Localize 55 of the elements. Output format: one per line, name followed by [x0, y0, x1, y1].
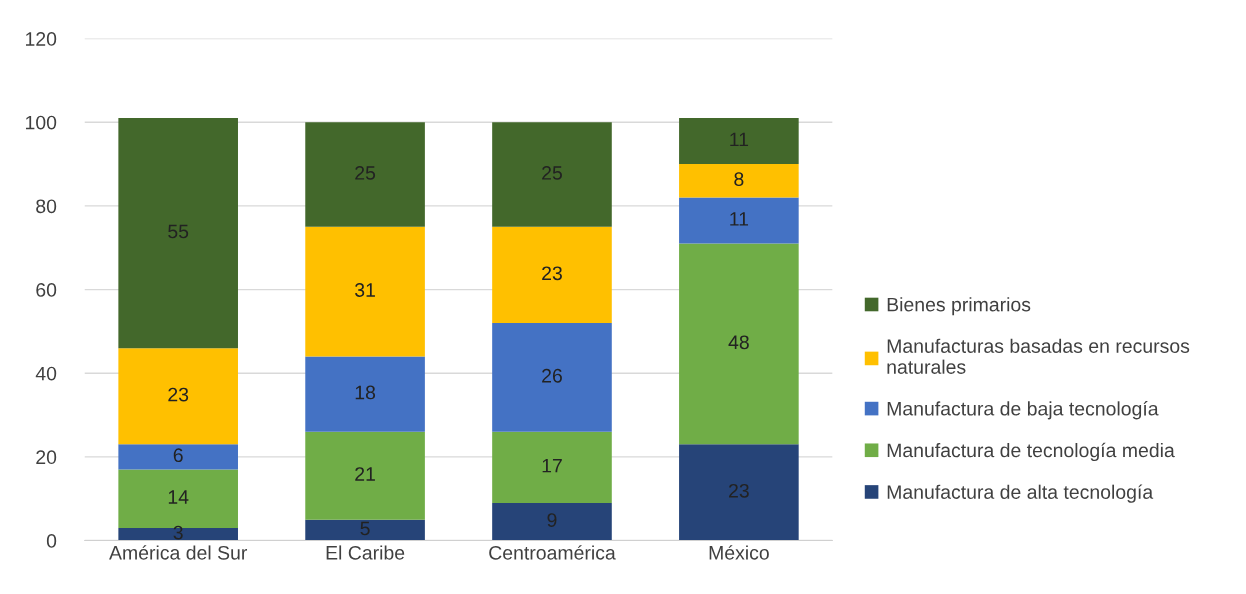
data-label: 23: [168, 387, 189, 402]
bar: [305, 519, 425, 541]
data-label: 23: [542, 266, 562, 281]
bar: [305, 122, 425, 227]
bar: [118, 444, 238, 470]
data-label: 11: [730, 132, 749, 147]
legend-label: Manufacturas basadas en recursos naturales: [887, 338, 1190, 374]
y-tick-label: 20: [36, 450, 57, 465]
bar: [492, 122, 612, 227]
bar: [118, 348, 238, 445]
x-tick-label: El Caribe: [326, 545, 405, 560]
bar: [492, 226, 612, 324]
y-tick-label: 120: [25, 32, 57, 46]
x-tick-label: América del Sur: [109, 545, 248, 560]
legend-label: Bienes primarios: [887, 297, 1031, 316]
bar: [118, 118, 238, 349]
data-label: 18: [355, 385, 376, 400]
data-label: 26: [542, 368, 562, 383]
data-label: 25: [542, 166, 562, 180]
bar: [679, 118, 799, 165]
bar: [305, 226, 425, 357]
data-label: 6: [173, 448, 183, 463]
data-label: 8: [734, 172, 744, 187]
data-label: 11: [730, 212, 749, 226]
data-label: 55: [168, 224, 189, 239]
data-label: 17: [542, 458, 562, 473]
data-label: 9: [547, 513, 557, 527]
bar: [679, 197, 799, 244]
y-tick-label: 40: [35, 366, 57, 381]
bar: [492, 323, 612, 432]
bar: [492, 431, 612, 503]
data-label: 5: [360, 521, 370, 536]
y-tick-label: 60: [36, 283, 57, 297]
bar: [679, 164, 799, 198]
legend-label: Manufactura de tecnología media: [887, 442, 1175, 462]
bar: [118, 527, 238, 541]
data-label: 48: [728, 335, 749, 350]
x-tick-label: Centroamérica: [489, 545, 616, 560]
y-tick-label: 100: [25, 115, 57, 130]
legend-label: Manufactura de alta tecnología: [887, 484, 1154, 503]
legend-label: Manufactura de baja tecnología: [887, 401, 1159, 420]
x-tick-label: México: [709, 545, 769, 560]
data-label: 14: [168, 490, 189, 504]
y-tick-label: 80: [36, 199, 57, 214]
bar: [492, 502, 612, 541]
data-label: 3: [173, 525, 183, 540]
bar: [305, 431, 425, 520]
data-label: 23: [729, 483, 749, 498]
bar: [679, 243, 799, 445]
data-label: 31: [355, 283, 375, 297]
data-label: 25: [355, 166, 376, 180]
data-label: 21: [355, 467, 375, 481]
bar: [679, 444, 799, 541]
bar: [305, 356, 425, 432]
y-tick-label: 0: [46, 534, 57, 548]
